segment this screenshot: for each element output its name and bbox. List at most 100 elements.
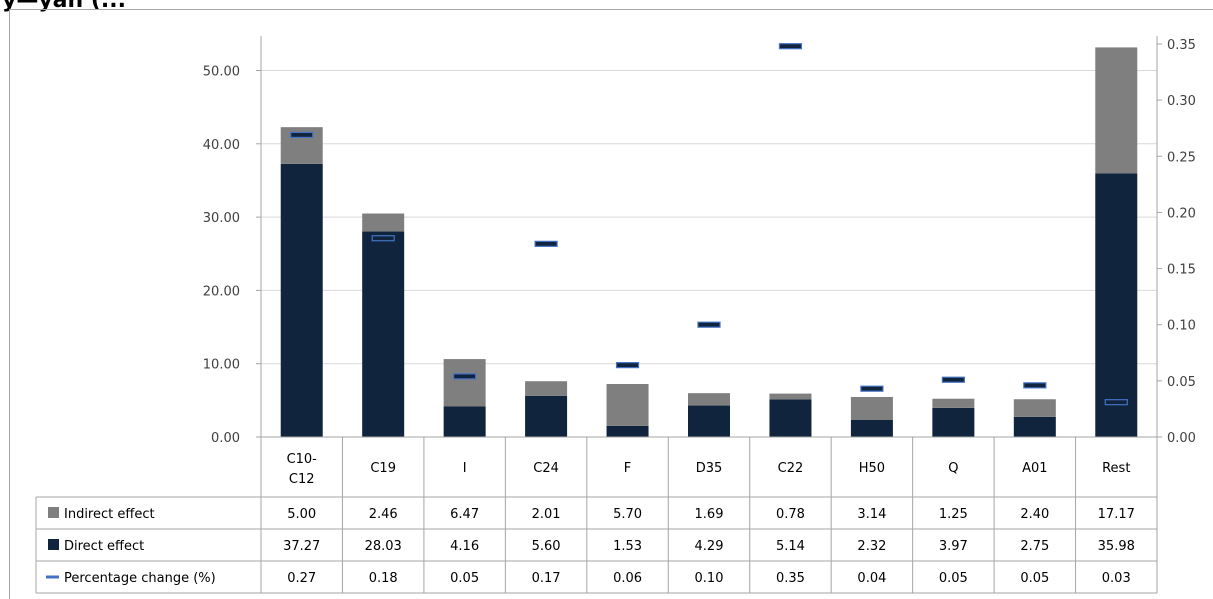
y-left-tick-label: 20.00 <box>203 284 240 299</box>
bar-indirect-effect <box>932 398 975 408</box>
table-cell-value: 0.04 <box>857 571 886 586</box>
table-cell-value: 2.75 <box>1020 539 1049 554</box>
table-cell-value: 3.14 <box>857 507 886 522</box>
bar-direct-effect <box>443 406 486 437</box>
bar-indirect-effect <box>443 359 486 407</box>
y-left-tick-label: 40.00 <box>203 138 240 153</box>
percentage-change-marker <box>534 240 558 247</box>
x-category-label: C22 <box>778 461 804 476</box>
percentage-change-marker <box>860 385 884 392</box>
percentage-change-marker <box>1023 382 1047 389</box>
y-right-tick-label: 0.25 <box>1167 150 1196 165</box>
percentage-change-marker <box>453 373 477 380</box>
y-left-tick-label: 30.00 <box>203 211 240 226</box>
table-cell-value: 0.06 <box>613 571 642 586</box>
y-right-tick-label: 0.10 <box>1167 319 1196 334</box>
bar-indirect-effect <box>525 381 568 396</box>
table-cell-value: 3.97 <box>939 539 968 554</box>
bar-direct-effect <box>1013 416 1056 437</box>
table-cell-value: 0.03 <box>1102 571 1131 586</box>
table-cell-value: 5.00 <box>287 507 316 522</box>
table-cell-value: 0.05 <box>939 571 968 586</box>
table-cell-value: 5.14 <box>776 539 805 554</box>
table-cell-value: 6.47 <box>450 507 479 522</box>
table-cell-value: 1.53 <box>613 539 642 554</box>
table-cell-value: 0.17 <box>532 571 561 586</box>
table-cell-value: 0.05 <box>450 571 479 586</box>
table-cell-value: 28.03 <box>365 539 402 554</box>
legend-key-direct-effect <box>48 539 59 550</box>
bar-direct-effect <box>606 425 649 437</box>
bar-direct-effect <box>850 419 893 437</box>
x-category-label: C19 <box>370 461 396 476</box>
y-right-tick-label: 0.05 <box>1167 375 1196 390</box>
table-cell-value: 17.17 <box>1098 507 1135 522</box>
percentage-change-marker <box>697 321 721 328</box>
x-category-label: H50 <box>859 461 885 476</box>
y-left-tick-label: 50.00 <box>203 65 240 80</box>
bar-direct-effect <box>688 405 730 437</box>
table-cell-value: 0.05 <box>1020 571 1049 586</box>
percentage-change-marker <box>778 43 803 50</box>
x-category-label: Q <box>948 461 958 476</box>
bar-direct-effect <box>932 407 975 437</box>
x-category-label: A01 <box>1022 461 1047 476</box>
x-category-label: F <box>624 461 631 476</box>
y-right-tick-label: 0.15 <box>1167 263 1196 278</box>
bar-indirect-effect <box>1013 399 1056 417</box>
legend-key-indirect-effect <box>48 507 59 518</box>
table-cell-value: 0.27 <box>287 571 316 586</box>
table-cell-value: 5.60 <box>532 539 561 554</box>
bar-indirect-effect <box>1095 47 1138 174</box>
chart-frame <box>9 9 1213 599</box>
x-category-label: D35 <box>696 461 723 476</box>
y-left-tick-label: 10.00 <box>203 358 240 373</box>
x-category-label: C24 <box>533 461 559 476</box>
bar-indirect-effect <box>362 213 405 232</box>
table-cell-value: 37.27 <box>283 539 320 554</box>
percentage-change-marker <box>941 376 965 383</box>
y-right-tick-label: 0.35 <box>1167 38 1196 53</box>
table-row-label: Direct effect <box>64 539 144 554</box>
percentage-change-marker <box>615 362 640 369</box>
bar-direct-effect <box>1095 173 1138 437</box>
table-cell-value: 0.18 <box>369 571 398 586</box>
table-cell-value: 2.40 <box>1020 507 1049 522</box>
bar-indirect-effect <box>769 393 812 400</box>
bar-direct-effect <box>769 399 812 437</box>
table-cell-value: 0.78 <box>776 507 805 522</box>
table-cell-value: 4.29 <box>695 539 724 554</box>
percentage-change-marker <box>1104 399 1128 406</box>
table-cell-value: 1.25 <box>939 507 968 522</box>
bar-indirect-effect <box>850 396 893 420</box>
percentage-change-marker <box>371 235 395 242</box>
legend-key-percentage-change <box>46 575 59 579</box>
table-cell-value: 2.01 <box>532 507 561 522</box>
bar-indirect-effect <box>606 384 649 426</box>
table-cell-value: 2.46 <box>369 507 398 522</box>
x-category-label: Rest <box>1102 461 1130 476</box>
table-cell-value: 0.35 <box>776 571 805 586</box>
percentage-change-marker <box>290 131 314 139</box>
x-category-label: C10- C12 <box>287 452 318 487</box>
table-row-label: Indirect effect <box>64 507 155 522</box>
bar-direct-effect <box>362 231 405 437</box>
y-left-tick-label: 0.00 <box>211 431 240 446</box>
table-cell-value: 0.10 <box>695 571 724 586</box>
y-right-tick-label: 0.20 <box>1167 206 1196 221</box>
bar-direct-effect <box>280 163 323 437</box>
table-cell-value: 5.70 <box>613 507 642 522</box>
bar-direct-effect <box>525 395 568 437</box>
table-row-label: Percentage change (%) <box>64 571 216 586</box>
table-cell-value: 1.69 <box>695 507 724 522</box>
table-cell-value: 35.98 <box>1098 539 1135 554</box>
bar-indirect-effect <box>688 393 730 406</box>
y-right-tick-label: 0.00 <box>1167 431 1196 446</box>
table-cell-value: 4.16 <box>450 539 479 554</box>
x-category-label-line: C10- <box>287 452 318 467</box>
x-category-label: I <box>463 461 467 476</box>
x-category-label-line: C12 <box>289 472 315 487</box>
y-right-tick-label: 0.30 <box>1167 94 1196 109</box>
table-cell-value: 2.32 <box>857 539 886 554</box>
